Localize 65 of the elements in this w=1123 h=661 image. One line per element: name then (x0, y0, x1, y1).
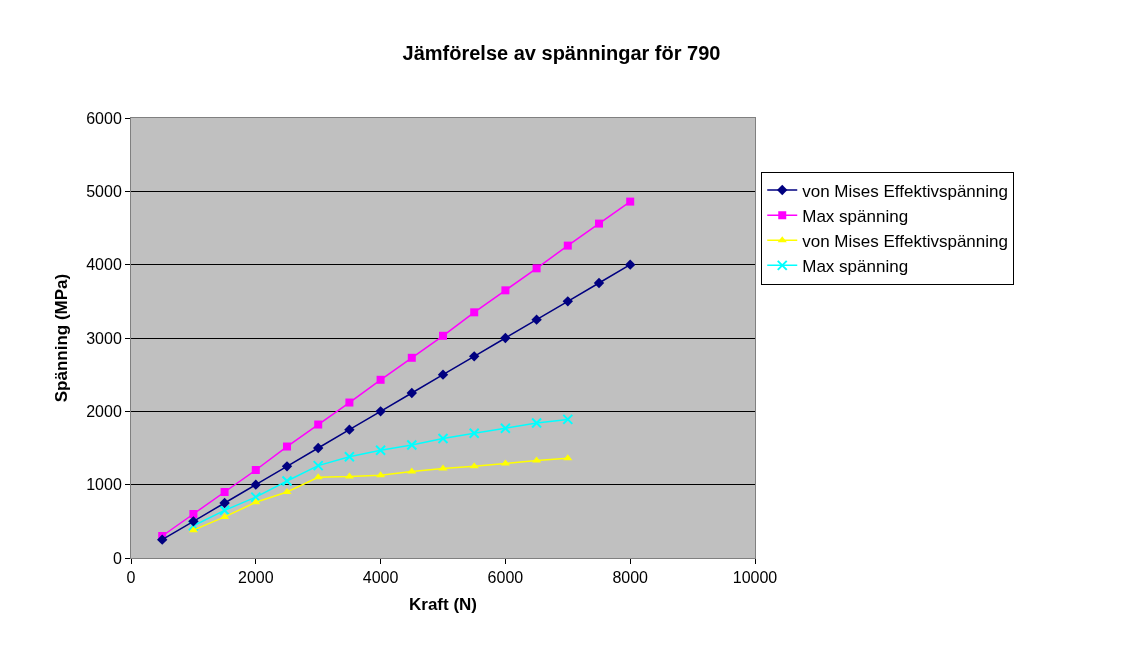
point (376, 375, 385, 384)
x-axis-title: Kraft (N) (409, 594, 477, 614)
point (626, 197, 635, 206)
point (500, 332, 511, 344)
point (437, 432, 449, 444)
point (219, 497, 230, 509)
point (595, 219, 603, 228)
point (375, 406, 386, 417)
point (281, 475, 293, 487)
point (438, 464, 448, 471)
point (468, 427, 480, 439)
y-axis-title: Spänning (MPa) (51, 273, 71, 403)
y-tick-label: 5000 (86, 182, 122, 200)
point (343, 451, 355, 463)
point (470, 308, 479, 317)
y-tick-label: 6000 (86, 109, 122, 127)
point (251, 466, 260, 474)
point (532, 264, 541, 273)
point (189, 510, 198, 518)
point (283, 442, 291, 451)
point (562, 413, 574, 425)
point (375, 444, 387, 456)
y-tick-label: 1000 (86, 476, 122, 494)
point (562, 296, 573, 307)
point (501, 286, 510, 295)
point (344, 424, 355, 435)
point (531, 314, 542, 325)
point (313, 442, 324, 454)
point (220, 488, 229, 496)
point (281, 461, 293, 472)
point (219, 504, 231, 516)
point (406, 439, 418, 451)
point (563, 241, 572, 250)
x-tick-label: 8000 (612, 569, 649, 587)
point (188, 516, 199, 527)
y-tick-label: 4000 (86, 256, 122, 274)
point (250, 479, 261, 490)
point (312, 460, 324, 472)
x-tick-label: 6000 (487, 569, 524, 587)
point (406, 387, 417, 399)
x-tick-label: 4000 (362, 569, 399, 587)
y-tick-label: 2000 (86, 402, 122, 420)
y-tick-label: 3000 (86, 329, 122, 347)
point (593, 277, 605, 289)
point (531, 417, 543, 429)
y-tick-label: 0 (112, 549, 122, 567)
legend-label: von Mises Effektivspänning (802, 231, 1008, 251)
point (469, 351, 480, 362)
point (250, 491, 262, 503)
point (437, 369, 449, 380)
point (314, 420, 323, 429)
legend-label: von Mises Effektivspänning (802, 181, 1008, 201)
point (187, 520, 199, 532)
x-tick-label: 10000 (732, 569, 778, 587)
chart-title: Jämförelse av spänningar för 790 (402, 42, 721, 65)
point (625, 259, 636, 270)
legend-label: Max spänning (802, 256, 909, 276)
x-tick-label: 2000 (238, 569, 274, 587)
point (439, 331, 447, 340)
x-tick-label: 0 (126, 569, 136, 587)
point (407, 353, 416, 362)
point (157, 534, 168, 545)
legend-label: Max spänning (802, 206, 909, 226)
point (499, 422, 511, 434)
point (345, 398, 354, 407)
